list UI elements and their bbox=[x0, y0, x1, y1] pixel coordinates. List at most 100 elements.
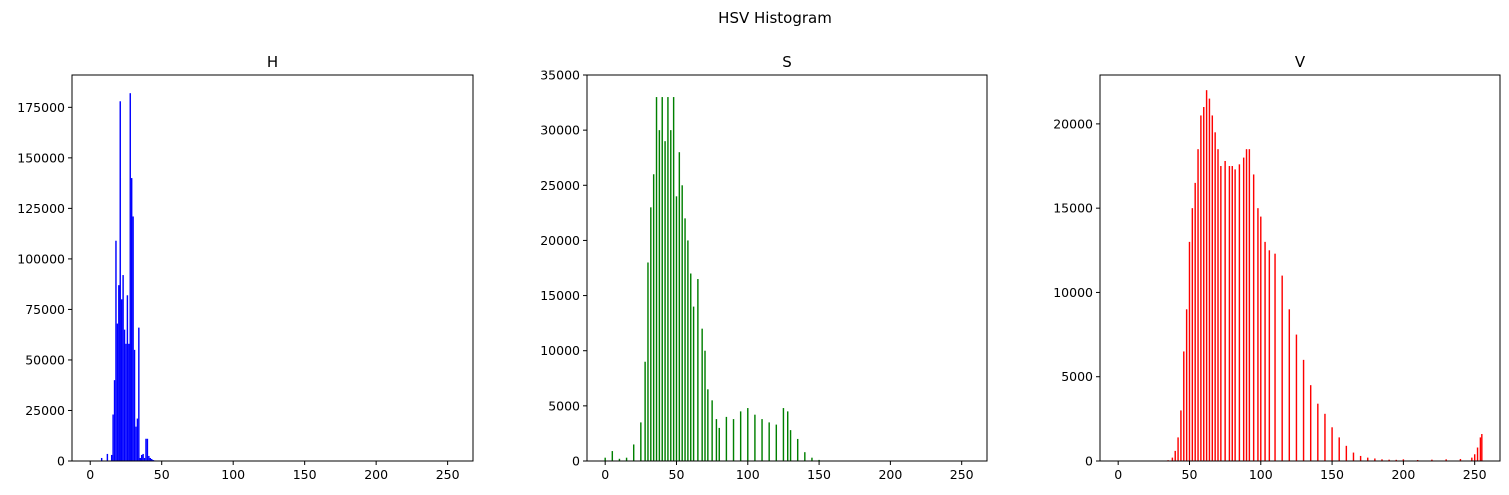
histogram-bar bbox=[1214, 132, 1216, 461]
histogram-bar bbox=[1367, 457, 1369, 461]
histogram-bar bbox=[647, 262, 649, 461]
histogram-bar bbox=[1431, 459, 1433, 461]
histogram-bar bbox=[139, 457, 141, 461]
histogram-bar bbox=[1481, 434, 1483, 461]
histogram-bar bbox=[1324, 413, 1326, 461]
histogram-bar bbox=[782, 408, 785, 461]
histogram-bar bbox=[711, 400, 713, 461]
histogram-bar bbox=[1459, 458, 1462, 461]
histogram-bar bbox=[1185, 309, 1188, 461]
histogram-bar bbox=[115, 240, 117, 461]
histogram-bar bbox=[681, 185, 683, 462]
y-tick-label: 75000 bbox=[25, 302, 65, 317]
histogram-bar bbox=[118, 285, 120, 461]
histogram-bar bbox=[143, 457, 146, 461]
histogram-bar bbox=[644, 361, 646, 461]
x-tick-label: 50 bbox=[154, 467, 170, 482]
histogram-bar bbox=[658, 130, 661, 461]
histogram-bar bbox=[125, 343, 127, 461]
histogram-bar bbox=[1211, 115, 1214, 461]
histogram-bar bbox=[1252, 174, 1255, 461]
x-tick-label: 250 bbox=[950, 467, 974, 482]
histogram-bar bbox=[652, 174, 655, 461]
histogram-bar bbox=[145, 438, 147, 461]
histogram-bar bbox=[715, 419, 718, 461]
x-tick-label: 200 bbox=[1391, 467, 1415, 482]
histogram-bar bbox=[1188, 241, 1191, 461]
y-tick-label: 30000 bbox=[540, 123, 580, 138]
histogram-bar bbox=[701, 328, 703, 461]
histogram-bar bbox=[1200, 115, 1202, 461]
histogram-bar bbox=[667, 97, 669, 461]
histogram-bar bbox=[1402, 459, 1405, 461]
histogram-bar bbox=[1381, 459, 1383, 461]
histogram-bar bbox=[1260, 216, 1262, 461]
histogram-bar bbox=[1248, 149, 1251, 462]
histogram-bar bbox=[732, 419, 735, 461]
y-tick-label: 35000 bbox=[540, 68, 580, 83]
histogram-bar bbox=[150, 458, 153, 461]
y-tick-label: 15000 bbox=[1053, 201, 1093, 216]
histogram-bar bbox=[787, 411, 789, 461]
histogram-bar bbox=[1352, 452, 1355, 461]
y-tick-label: 5000 bbox=[548, 398, 580, 413]
histogram-bar bbox=[1224, 160, 1226, 461]
histogram-bar bbox=[1473, 454, 1476, 461]
histogram-bar bbox=[1476, 447, 1479, 461]
histogram-bar bbox=[1174, 450, 1176, 461]
x-tick-label: 150 bbox=[807, 467, 831, 482]
histogram-bar bbox=[618, 458, 621, 461]
histogram-bar bbox=[707, 389, 709, 461]
histogram-bar bbox=[1194, 182, 1196, 461]
y-tick-label: 150000 bbox=[17, 150, 65, 165]
x-tick-label: 200 bbox=[364, 467, 388, 482]
histogram-bar bbox=[148, 455, 150, 461]
histogram-bar bbox=[133, 349, 136, 461]
histogram-bar bbox=[1395, 459, 1397, 461]
y-tick-label: 25000 bbox=[25, 403, 65, 418]
histogram-bar bbox=[768, 422, 770, 461]
histogram-bar bbox=[664, 141, 666, 462]
histogram-bar bbox=[1268, 250, 1271, 461]
histogram-bar bbox=[1257, 208, 1259, 461]
histogram-bar bbox=[1242, 157, 1245, 461]
axes-frame bbox=[586, 74, 988, 462]
histogram-bar bbox=[1338, 437, 1340, 461]
x-tick-label: 0 bbox=[86, 467, 94, 482]
histogram-bar bbox=[754, 414, 756, 461]
histogram-bar bbox=[122, 275, 124, 461]
histogram-bar bbox=[116, 323, 119, 461]
x-tick-label: 0 bbox=[1114, 467, 1122, 482]
histogram-bar bbox=[796, 438, 799, 461]
histogram-bar bbox=[1180, 410, 1182, 461]
y-tick-label: 125000 bbox=[17, 201, 65, 216]
histogram-bar bbox=[1345, 445, 1348, 461]
histogram-bar bbox=[100, 457, 103, 461]
histogram-bar bbox=[1264, 241, 1266, 461]
histogram-bar bbox=[687, 240, 689, 461]
histogram-bar bbox=[1479, 437, 1482, 461]
histogram-bar bbox=[129, 93, 131, 461]
y-tick-label: 175000 bbox=[17, 100, 65, 115]
axes-title: S bbox=[782, 53, 792, 71]
histogram-bar bbox=[692, 306, 695, 461]
histogram-bar bbox=[684, 218, 686, 461]
histogram-bar bbox=[1388, 459, 1390, 461]
histogram-bar bbox=[130, 178, 133, 461]
x-tick-label: 200 bbox=[878, 467, 902, 482]
x-tick-label: 50 bbox=[1182, 467, 1198, 482]
histogram-bar bbox=[1309, 385, 1312, 461]
y-tick-label: 0 bbox=[572, 454, 580, 469]
histogram-bar bbox=[1416, 459, 1419, 461]
histogram-bar bbox=[132, 216, 134, 461]
histogram-bar bbox=[1445, 459, 1447, 461]
x-tick-label: 100 bbox=[221, 467, 245, 482]
axes-title: V bbox=[1295, 53, 1306, 71]
y-tick-label: 0 bbox=[1085, 454, 1093, 469]
histogram-bar bbox=[1203, 107, 1205, 461]
x-tick-label: 0 bbox=[601, 467, 609, 482]
y-tick-label: 15000 bbox=[540, 288, 580, 303]
histogram-bar bbox=[1205, 90, 1208, 462]
histogram-bar bbox=[1317, 403, 1319, 461]
histogram-bar bbox=[761, 419, 763, 461]
